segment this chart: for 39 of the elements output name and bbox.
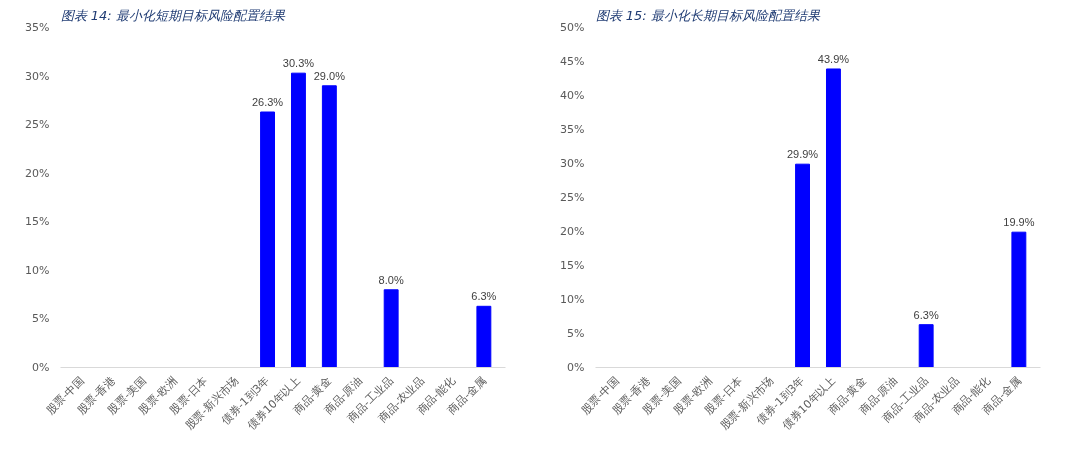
- y-tick-label: 20%: [25, 166, 50, 180]
- y-tick-label: 5%: [567, 327, 585, 340]
- data-label: 26.3%: [251, 96, 284, 109]
- bar: [321, 85, 337, 368]
- data-label: 29.9%: [786, 148, 819, 161]
- y-tick-label: 0%: [32, 361, 50, 374]
- data-label: 43.9%: [817, 52, 850, 65]
- y-tick-label: 15%: [560, 259, 585, 272]
- y-tick-label: 45%: [560, 55, 585, 68]
- y-tick-label: 25%: [560, 191, 585, 204]
- y-tick-label: 35%: [560, 123, 585, 136]
- bar: [383, 289, 399, 368]
- y-tick-label: 15%: [25, 215, 50, 229]
- y-tick-label: 5%: [32, 312, 50, 326]
- y-tick-label: 40%: [560, 89, 585, 102]
- data-label: 29.0%: [313, 69, 346, 82]
- data-label: 6.3%: [913, 308, 939, 321]
- data-label: 19.9%: [1003, 216, 1035, 229]
- bar: [291, 72, 306, 368]
- data-label: 30.3%: [282, 57, 315, 70]
- y-tick-label: 30%: [560, 157, 585, 170]
- data-label: 6.3%: [471, 290, 497, 303]
- y-tick-label: 10%: [560, 293, 585, 306]
- y-tick-label: 35%: [25, 21, 50, 34]
- bar: [826, 68, 841, 368]
- y-tick-label: 20%: [560, 225, 585, 238]
- y-tick-label: 0%: [567, 361, 585, 374]
- chart-title: 图表 14: 最小化短期目标风险配置结果: [60, 7, 286, 23]
- y-tick-label: 50%: [560, 21, 585, 34]
- bar: [795, 163, 810, 368]
- bar: [260, 111, 275, 368]
- y-tick-label: 30%: [25, 69, 50, 83]
- y-tick-label: 25%: [25, 118, 50, 132]
- chart-title: 图表 15: 最小化长期目标风险配置结果: [595, 7, 821, 23]
- bar: [918, 324, 934, 368]
- y-tick-label: 10%: [25, 263, 50, 277]
- bar: [476, 305, 492, 368]
- data-label: 8.0%: [378, 273, 404, 286]
- bar: [1011, 231, 1027, 368]
